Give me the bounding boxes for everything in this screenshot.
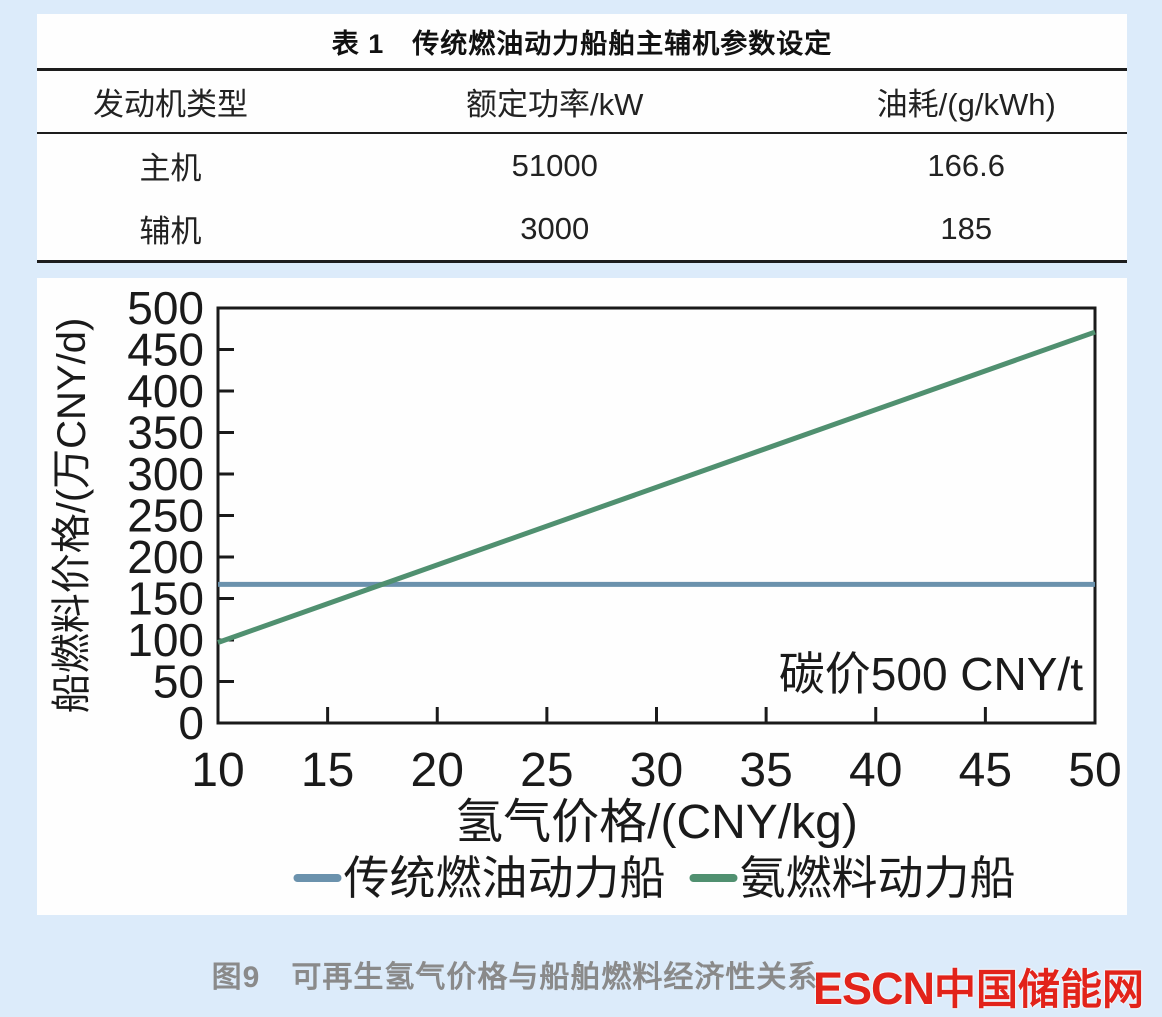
legend-label: 传统燃油动力船 (344, 852, 666, 904)
x-axis-label: 氢气价格/(CNY/kg) (455, 796, 858, 849)
y-tick-label: 250 (127, 490, 204, 542)
y-axis-label: 船燃料价格/(万CNY/d) (50, 318, 94, 714)
x-tick-label: 50 (1068, 744, 1121, 797)
header-rated-power: 额定功率/kW (304, 69, 806, 134)
carbon-price-annotation: 碳价500 CNY/t (779, 648, 1083, 700)
cell-engine-type: 辅机 (139, 214, 202, 249)
x-tick-label: 35 (739, 744, 792, 797)
y-tick-label: 50 (153, 656, 204, 708)
y-tick-label: 200 (127, 531, 204, 583)
x-tick-label: 45 (959, 744, 1012, 797)
series-line-氨燃料动力船 (217, 329, 1096, 645)
x-tick-label: 25 (520, 744, 573, 797)
chart-panel: 0 50 100 150 200 250 300 350 400 450 500 10 15 20 25 30… (37, 278, 1127, 915)
y-tick-label: 0 (178, 697, 204, 749)
table-row: 辅机 3000 185 (37, 197, 1127, 262)
figure-caption: 图9 可再生氢气价格与船舶燃料经济性关系 (211, 961, 819, 994)
table-panel: 表 1 传统燃油动力船舶主辅机参数设定 发动机类型 额定功率/kW 油耗/(g/… (37, 14, 1127, 263)
cell-fuel-consumption: 166.6 (927, 147, 1005, 183)
table-title: 表 1 传统燃油动力船舶主辅机参数设定 (331, 28, 833, 59)
escn-logo: ESCN中国储能网 (813, 956, 1144, 1017)
header-engine-type: 发动机类型 (37, 69, 305, 134)
table-row: 主机 51000 166.6 (37, 133, 1127, 197)
cell-rated-power: 3000 (520, 210, 590, 246)
y-tick-label: 350 (127, 407, 204, 459)
x-tick-label: 40 (849, 744, 902, 797)
logo-cn-text: 中国储能网 (933, 966, 1144, 1013)
x-tick-label: 15 (301, 744, 354, 797)
legend-label: 氨燃料动力船 (740, 852, 1016, 904)
y-tick-label: 400 (127, 365, 204, 417)
y-tick-label: 150 (127, 573, 204, 625)
y-tick-label: 450 (127, 324, 204, 376)
cell-rated-power: 51000 (511, 147, 598, 183)
engine-parameters-table: 发动机类型 额定功率/kW 油耗/(g/kWh) 主机 51000 166.6 … (37, 68, 1127, 263)
logo-latin-text: ESCN (812, 963, 935, 1014)
x-tick-label: 10 (191, 744, 244, 797)
y-tick-label: 300 (127, 448, 204, 500)
cell-engine-type: 主机 (139, 151, 202, 186)
header-fuel-consumption: 油耗/(g/kWh) (805, 69, 1127, 134)
cell-fuel-consumption: 185 (940, 210, 993, 246)
table-header-row: 发动机类型 额定功率/kW 油耗/(g/kWh) (37, 69, 1127, 134)
y-tick-label: 100 (127, 614, 204, 666)
y-tick-label: 500 (127, 282, 204, 334)
x-tick-label: 30 (630, 744, 683, 797)
x-tick-label: 20 (411, 744, 464, 797)
